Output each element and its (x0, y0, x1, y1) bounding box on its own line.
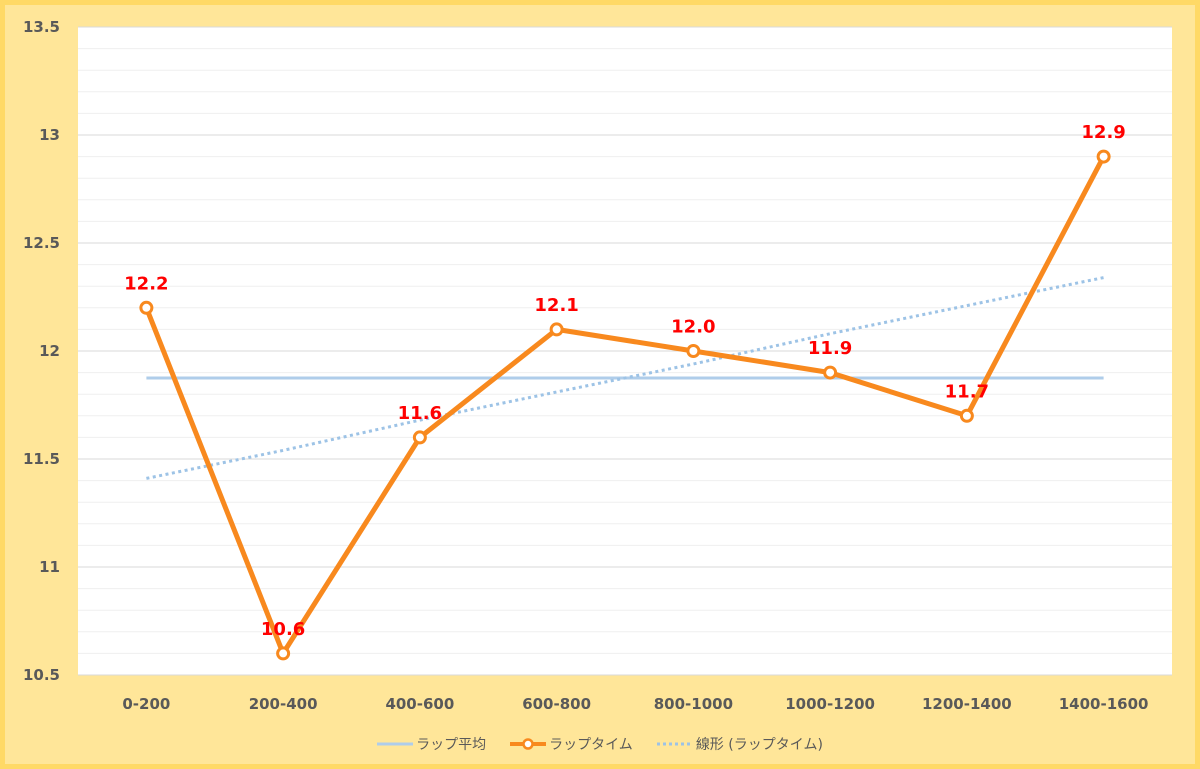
data-label: 12.2 (124, 273, 168, 294)
data-point-marker (549, 322, 564, 337)
data-label: 12.9 (1081, 122, 1125, 143)
legend-swatch-lap-time (510, 738, 547, 750)
y-tick-label: 10.5 (23, 666, 60, 684)
y-axis-labels: 10.5 11 11.5 12 12.5 13 13.5 (23, 18, 60, 684)
series-line-lap-time (144, 155, 1106, 656)
x-tick-label: 1400-1600 (1059, 695, 1149, 713)
data-label: 12.0 (671, 317, 715, 338)
data-point-marker (959, 408, 974, 423)
x-tick-label: 200-400 (249, 695, 318, 713)
data-labels: 12.2 10.6 11.6 12.1 12.0 11.9 11.7 12.9 (124, 122, 1126, 640)
series-lap-time (139, 149, 1111, 661)
y-tick-label: 11.5 (23, 450, 60, 468)
data-point-marker (1096, 149, 1111, 164)
x-tick-label: 0-200 (122, 695, 170, 713)
major-gridlines (78, 26, 1172, 676)
data-label: 11.7 (945, 381, 989, 402)
minor-gridlines (78, 48, 1172, 654)
y-tick-label: 12.5 (23, 234, 60, 252)
legend-label-lap-time: ラップタイム (549, 737, 633, 753)
data-point-marker (686, 344, 701, 358)
legend-swatch-marker (522, 738, 534, 750)
x-tick-label: 600-800 (522, 695, 591, 713)
data-point-marker (412, 430, 427, 445)
legend-item-linear-trend: 線形 (ラップタイム) (656, 734, 823, 754)
y-tick-label: 13 (39, 126, 60, 144)
legend-label-linear-trend: 線形 (ラップタイム) (695, 737, 823, 753)
x-tick-label: 800-1000 (654, 695, 733, 713)
x-tick-label: 400-600 (385, 695, 454, 713)
legend-label-lap-average: ラップ平均 (416, 737, 487, 753)
legend: ラップ平均 ラップタイム 線形 (ラップタイム) (0, 731, 1200, 757)
x-axis-labels: 0-200 200-400 400-600 600-800 800-1000 1000-1… (122, 695, 1148, 713)
data-label: 10.6 (261, 619, 305, 640)
x-tick-label: 1000-1200 (785, 695, 875, 713)
legend-item-lap-average: ラップ平均 (377, 734, 486, 754)
x-tick-label: 1200-1400 (922, 695, 1012, 713)
data-label: 12.1 (534, 295, 578, 316)
y-tick-label: 11 (39, 558, 60, 576)
series-trendline (146, 276, 1104, 480)
legend-swatch-linear-trend (656, 742, 693, 746)
series-line-trendline (146, 276, 1104, 480)
data-point-marker (139, 300, 154, 315)
data-point-marker (276, 646, 291, 661)
y-tick-label: 12 (39, 342, 60, 360)
y-tick-label: 13.5 (23, 18, 60, 36)
data-label: 11.6 (398, 403, 442, 424)
data-label: 11.9 (808, 338, 852, 359)
legend-swatch-lap-average (377, 742, 414, 746)
legend-item-lap-time: ラップタイム (510, 734, 633, 754)
data-point-marker (823, 365, 838, 380)
